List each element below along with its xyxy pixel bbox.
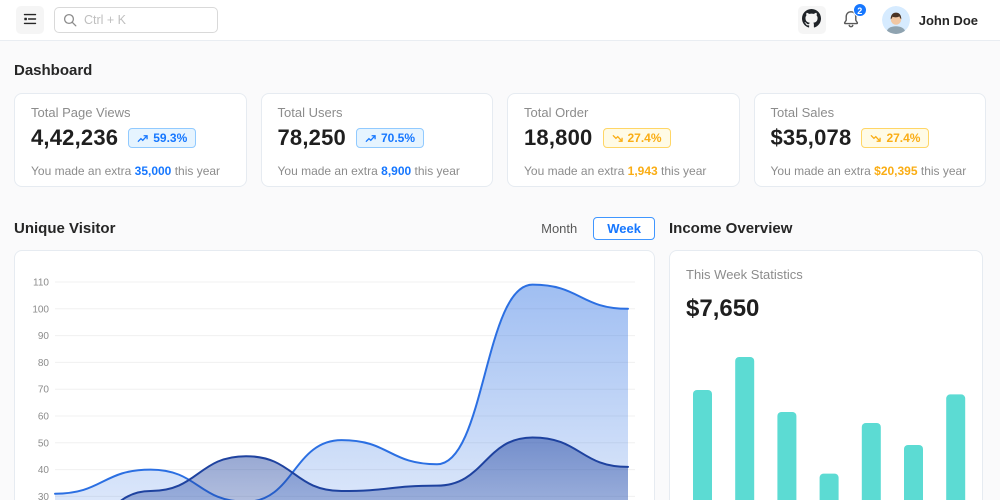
svg-text:110: 110 — [33, 278, 49, 289]
stat-caption: You made an extra 8,900 this year — [277, 164, 460, 178]
trend-badge: 27.4% — [602, 128, 671, 148]
svg-text:100: 100 — [32, 304, 49, 315]
github-icon — [802, 9, 822, 31]
stat-card-page-views: Total Page Views 4,42,236 59.3% You made… — [14, 93, 247, 187]
week-button[interactable]: Week — [593, 216, 655, 240]
trend-value: 70.5% — [381, 131, 416, 145]
income-bar[interactable] — [861, 423, 881, 500]
trend-badge: 27.4% — [861, 128, 930, 148]
trend-value: 59.3% — [153, 131, 188, 145]
stat-card-sales: Total Sales $35,078 27.4% You made an ex… — [753, 93, 986, 187]
trend-badge: 59.3% — [128, 128, 197, 148]
income-amount: $7,650 — [686, 295, 760, 322]
stat-card-users: Total Users 78,250 70.5% You made an ext… — [260, 93, 493, 187]
stat-value: $35,078 — [770, 125, 852, 150]
trend-down-icon — [870, 133, 882, 144]
income-bar[interactable] — [777, 412, 797, 500]
stat-label: Total Order — [524, 105, 589, 120]
svg-text:70: 70 — [38, 385, 50, 396]
main-content: Dashboard Total Page Views 4,42,236 59.3… — [0, 62, 1000, 500]
income-bar[interactable] — [693, 390, 712, 500]
caption-highlight: $20,395 — [874, 164, 918, 178]
user-name: John Doe — [918, 12, 978, 28]
stat-label: Total Sales — [770, 105, 835, 120]
caption-highlight: 1,943 — [627, 164, 658, 178]
month-button[interactable]: Month — [533, 217, 585, 240]
income-bar[interactable] — [735, 357, 755, 500]
stat-value: 78,250 — [277, 125, 346, 150]
page-title: Dashboard — [14, 62, 93, 79]
income-bar-chart[interactable] — [686, 345, 968, 500]
svg-text:60: 60 — [38, 412, 50, 423]
notification-count-badge: 2 — [852, 3, 867, 17]
global-search — [54, 7, 218, 33]
income-bar[interactable] — [946, 394, 966, 500]
stat-caption: You made an extra 1,943 this year — [524, 164, 707, 178]
trend-up-icon — [137, 133, 148, 144]
caption-highlight: 35,000 — [134, 164, 172, 178]
income-overview-card: This Week Statistics $7,650 — [669, 250, 983, 500]
caption-highlight: 8,900 — [381, 164, 412, 178]
svg-text:80: 80 — [38, 358, 50, 369]
menu-unfold-icon — [22, 11, 38, 30]
income-subtitle: This Week Statistics — [686, 267, 803, 282]
svg-text:90: 90 — [38, 331, 50, 342]
svg-text:30: 30 — [38, 492, 50, 500]
income-bar[interactable] — [904, 445, 923, 500]
notifications-button[interactable]: 2 — [836, 3, 867, 35]
stat-caption: You made an extra 35,000 this year — [31, 164, 221, 178]
stat-value: 4,42,236 — [31, 125, 119, 150]
github-button[interactable] — [797, 6, 826, 34]
stat-label: Total Users — [277, 105, 343, 120]
unique-visitor-title: Unique Visitor — [14, 219, 116, 237]
stat-label: Total Page Views — [31, 105, 131, 120]
search-icon — [63, 13, 77, 27]
income-overview-title: Income Overview — [669, 219, 793, 237]
trend-down-icon — [611, 133, 623, 144]
svg-text:50: 50 — [38, 438, 50, 449]
sidebar-toggle-button[interactable] — [16, 6, 44, 34]
stat-value: 18,800 — [524, 125, 593, 150]
income-bar[interactable] — [819, 473, 839, 500]
unique-visitor-area-chart[interactable]: 110 100 90 80 70 60 50 40 30 — [15, 251, 654, 500]
stat-caption: You made an extra $20,395 this year — [770, 164, 967, 178]
search-input[interactable] — [84, 13, 209, 27]
trend-value: 27.4% — [627, 131, 662, 145]
trend-badge: 70.5% — [356, 128, 425, 148]
trend-up-icon — [365, 133, 376, 144]
period-toggle: Month Week — [533, 216, 655, 240]
trend-value: 27.4% — [886, 131, 921, 145]
user-profile-button[interactable]: John Doe — [876, 3, 984, 37]
unique-visitor-card: 110 100 90 80 70 60 50 40 30 — [14, 250, 655, 500]
stat-card-orders: Total Order 18,800 27.4% You made an ext… — [507, 93, 740, 187]
stat-cards-row: Total Page Views 4,42,236 59.3% You made… — [14, 93, 986, 187]
top-header: 2 John Doe — [0, 0, 1000, 41]
avatar — [881, 6, 910, 34]
svg-text:40: 40 — [38, 465, 50, 476]
